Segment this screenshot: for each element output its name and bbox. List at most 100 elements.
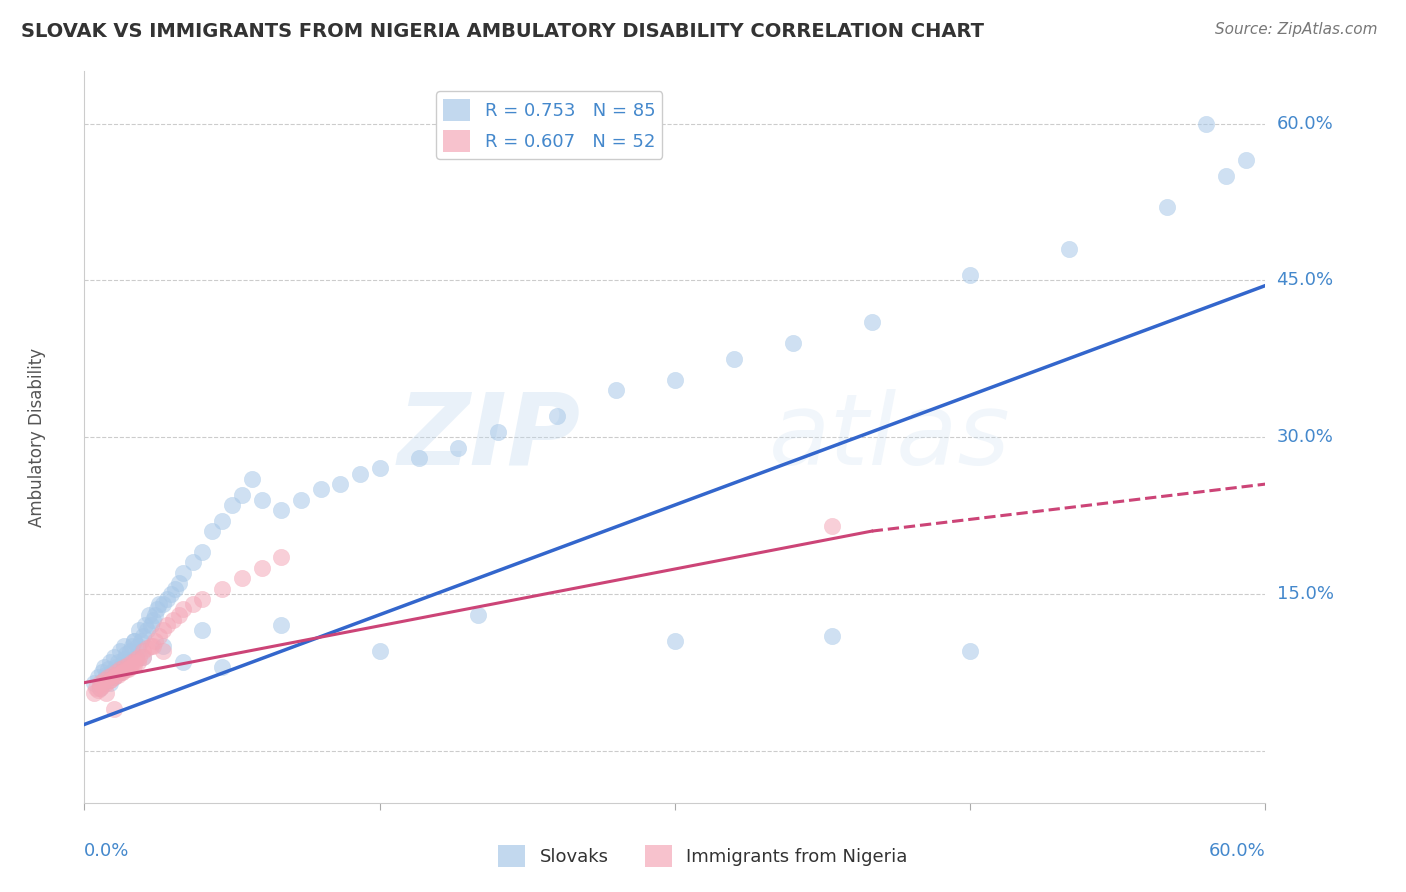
Point: [605, 383, 627, 397]
Point: [1057, 242, 1080, 256]
Point: [270, 618, 292, 632]
Point: [181, 597, 204, 611]
Point: [97, 670, 120, 684]
Point: [83, 675, 105, 690]
Point: [231, 571, 253, 585]
Point: [152, 624, 174, 638]
Point: [191, 545, 214, 559]
Point: [143, 607, 166, 622]
Point: [148, 597, 170, 611]
Point: [128, 649, 150, 664]
Point: [103, 649, 125, 664]
Point: [104, 660, 127, 674]
Text: Source: ZipAtlas.com: Source: ZipAtlas.com: [1215, 22, 1378, 37]
Point: [329, 477, 352, 491]
Point: [108, 662, 131, 676]
Text: 60.0%: 60.0%: [1209, 842, 1265, 860]
Point: [136, 624, 159, 638]
Point: [91, 679, 114, 693]
Point: [121, 655, 143, 669]
Point: [124, 651, 146, 665]
Point: [172, 602, 194, 616]
Point: [108, 665, 131, 680]
Point: [112, 651, 135, 665]
Point: [290, 492, 312, 507]
Point: [221, 498, 243, 512]
Point: [1215, 169, 1237, 183]
Point: [270, 503, 292, 517]
Point: [91, 665, 114, 680]
Point: [1156, 200, 1178, 214]
Point: [98, 675, 121, 690]
Point: [156, 592, 179, 607]
Point: [152, 644, 174, 658]
Text: SLOVAK VS IMMIGRANTS FROM NIGERIA AMBULATORY DISABILITY CORRELATION CHART: SLOVAK VS IMMIGRANTS FROM NIGERIA AMBULA…: [21, 22, 984, 41]
Point: [122, 657, 145, 672]
Point: [121, 639, 143, 653]
Point: [104, 665, 127, 680]
Point: [134, 618, 156, 632]
Point: [467, 607, 489, 622]
Point: [101, 665, 124, 680]
Point: [87, 670, 110, 684]
Point: [447, 441, 470, 455]
Point: [664, 373, 686, 387]
Point: [132, 649, 155, 664]
Point: [124, 649, 146, 664]
Point: [107, 668, 129, 682]
Point: [1195, 117, 1218, 131]
Point: [103, 670, 125, 684]
Text: 0.0%: 0.0%: [84, 842, 129, 860]
Point: [167, 576, 190, 591]
Legend: R = 0.753   N = 85, R = 0.607   N = 52: R = 0.753 N = 85, R = 0.607 N = 52: [436, 91, 662, 159]
Point: [821, 519, 844, 533]
Point: [250, 492, 273, 507]
Point: [93, 673, 115, 687]
Point: [111, 657, 134, 672]
Point: [98, 673, 121, 687]
Point: [270, 550, 292, 565]
Point: [89, 675, 111, 690]
Point: [136, 641, 159, 656]
Point: [103, 702, 125, 716]
Point: [821, 629, 844, 643]
Point: [132, 629, 155, 643]
Point: [93, 660, 115, 674]
Point: [211, 514, 233, 528]
Point: [141, 639, 163, 653]
Point: [93, 673, 115, 687]
Point: [160, 587, 183, 601]
Point: [97, 662, 120, 676]
Point: [114, 648, 136, 662]
Point: [723, 351, 745, 366]
Point: [118, 644, 141, 658]
Point: [94, 675, 117, 690]
Point: [98, 673, 121, 687]
Point: [211, 582, 233, 596]
Point: [546, 409, 568, 424]
Text: atlas: atlas: [769, 389, 1011, 485]
Text: 45.0%: 45.0%: [1277, 271, 1334, 289]
Point: [152, 597, 174, 611]
Point: [89, 681, 111, 695]
Text: 30.0%: 30.0%: [1277, 428, 1333, 446]
Point: [250, 560, 273, 574]
Point: [108, 644, 131, 658]
Point: [127, 655, 149, 669]
Point: [231, 487, 253, 501]
Point: [142, 613, 165, 627]
Point: [98, 655, 121, 669]
Point: [112, 639, 135, 653]
Point: [146, 602, 169, 616]
Point: [181, 556, 204, 570]
Point: [201, 524, 224, 538]
Point: [959, 268, 981, 282]
Point: [191, 624, 214, 638]
Point: [167, 607, 190, 622]
Point: [83, 686, 105, 700]
Point: [101, 668, 124, 682]
Point: [138, 607, 160, 622]
Point: [118, 660, 141, 674]
Point: [959, 644, 981, 658]
Point: [860, 315, 883, 329]
